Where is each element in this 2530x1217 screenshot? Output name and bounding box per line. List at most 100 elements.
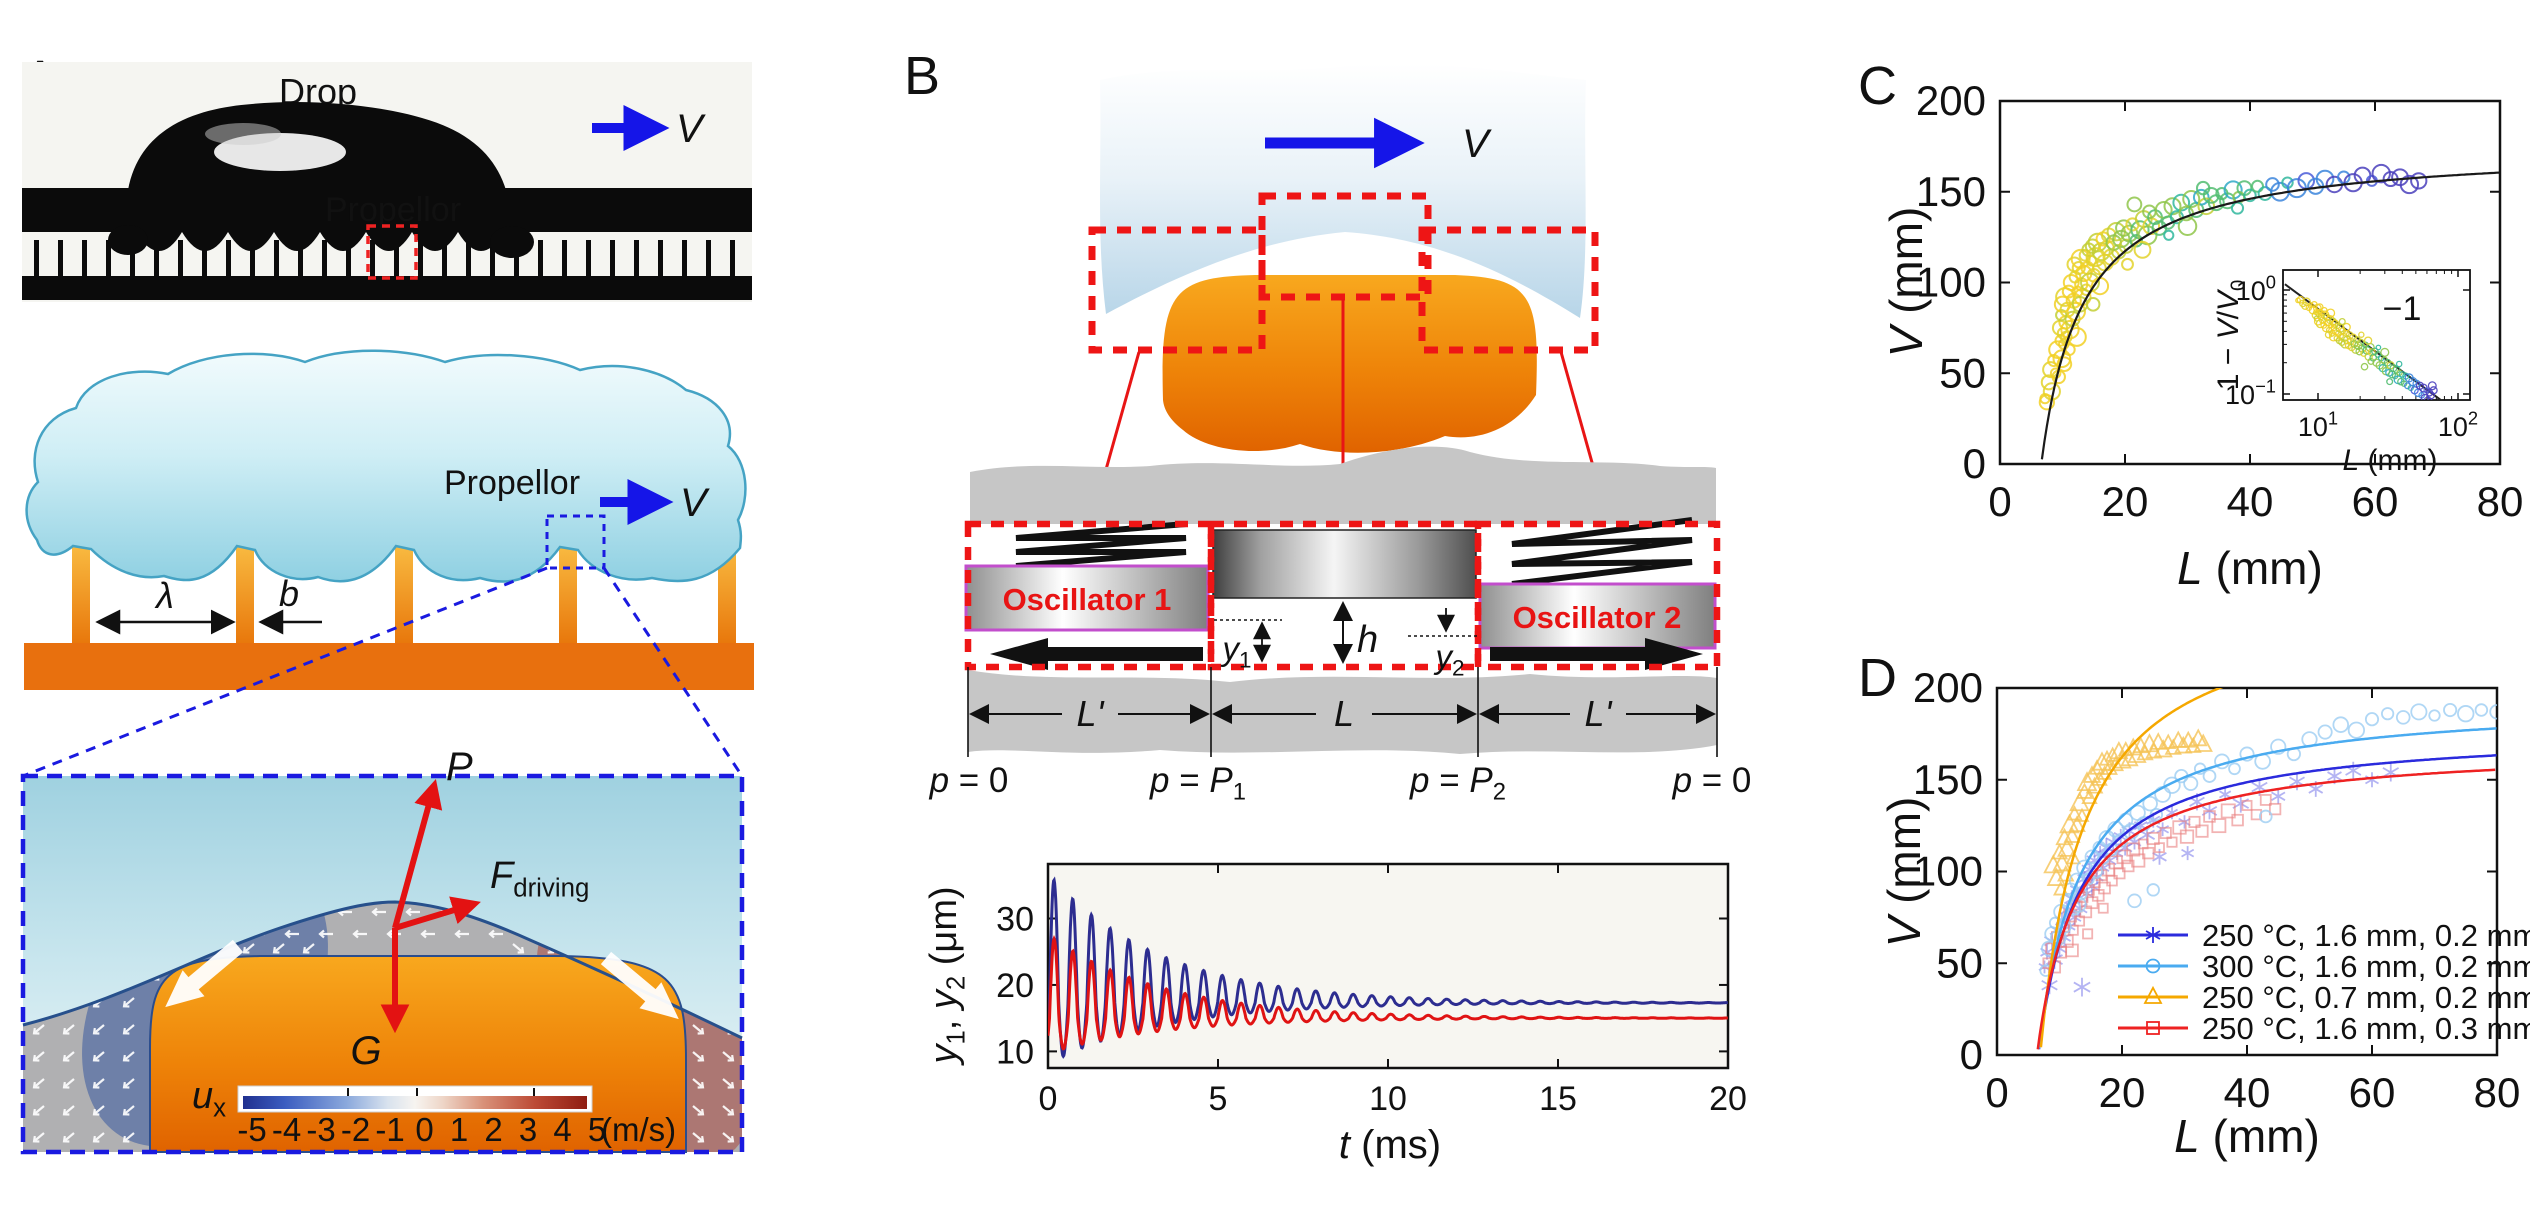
comb-tooth [298, 240, 303, 276]
data-point-triangle [2104, 746, 2121, 762]
data-point [2048, 340, 2067, 359]
velocity-label: V [680, 481, 710, 525]
zoom-connector-right [602, 567, 744, 777]
pressure-label: p = 0 [929, 761, 1009, 800]
flow-arrow-path [488, 929, 503, 939]
pillar [236, 543, 254, 643]
data-point-square [2259, 794, 2272, 806]
comb-tooth [490, 240, 495, 276]
flow-arrow-path [722, 1051, 735, 1062]
comb-tooth [730, 240, 735, 276]
panel-b: B V Oscillator 1 Oscillator 2 h y [904, 46, 1751, 1167]
flow-arrow-icon [318, 929, 333, 939]
data-point [2052, 349, 2072, 369]
flow-arrow-icon [62, 1078, 75, 1089]
flow-arrow-icon [122, 1105, 135, 1116]
inset-data-point [2316, 303, 2324, 311]
inset-data-point [2328, 332, 2339, 342]
flow-arrow-icon [512, 943, 525, 954]
colorbar-tick-label: 1 [450, 1111, 468, 1148]
data-point [2120, 224, 2139, 243]
flow-arrow-icon [122, 1078, 135, 1089]
data-point [2133, 240, 2152, 259]
flow-arrow-path [405, 907, 420, 917]
comb-tooth [586, 240, 591, 276]
comb-tooth [250, 240, 255, 276]
y-tick-label: 30 [996, 900, 1034, 938]
legend-label: 250 °C, 0.7 mm, 0.2 mm [2202, 980, 2530, 1015]
data-point-circle [2163, 776, 2181, 794]
x-tick-label: 20 [2102, 478, 2149, 525]
liquid-band [1100, 63, 1586, 319]
data-point-square [2113, 867, 2126, 880]
L-prime-label-left: L' [1077, 693, 1105, 734]
pressure-boundary-labels: p = 0 p = P1 p = P2 p = 0 [929, 761, 1752, 806]
flow-arrow-path [62, 1051, 75, 1062]
x-axis-label: L (mm) [2177, 542, 2323, 594]
legend-item: 250 °C, 1.6 mm, 0.2 mm [2118, 918, 2530, 953]
flow-arrow-path [692, 1024, 705, 1035]
flow-arrow-icon [722, 1078, 735, 1089]
data-point [2197, 197, 2216, 216]
upper-substrate [970, 446, 1716, 524]
data-point-square [2241, 799, 2253, 811]
pillar [718, 543, 736, 643]
panel-a-schematic: Propellor V λ b [22, 349, 754, 778]
inset-data-point [2358, 331, 2365, 338]
flow-arrow-icon [62, 1105, 75, 1116]
fit-line [2036, 768, 2496, 1050]
data-point [2126, 196, 2143, 213]
flow-arrow-path [92, 1078, 105, 1089]
data-point-triangle [2081, 788, 2098, 805]
flow-arrow-path [722, 1105, 735, 1116]
inset-data-point [2408, 377, 2418, 387]
plot-area [1046, 862, 1730, 1070]
inset-data-point [2363, 336, 2373, 345]
colorbar-unit-label: (m/s) [601, 1111, 676, 1148]
flow-arrow-path [122, 1132, 135, 1143]
zoom-box-oscillator-2 [1474, 520, 1721, 671]
data-point-circle [2395, 710, 2411, 725]
colorbar-tick-label: 3 [519, 1111, 537, 1148]
data-point [2182, 190, 2201, 209]
x-tick-label: 20 [2099, 1069, 2146, 1116]
comb-tooth [130, 240, 135, 276]
data-point-square [2098, 881, 2111, 895]
comb-tooth [706, 240, 711, 276]
oscillator-2-label: Oscillator 2 [1513, 600, 1682, 635]
data-point-circle [2332, 716, 2350, 733]
flow-arrow-icon [62, 1132, 75, 1143]
inset-x-tick-label: 102 [2438, 408, 2478, 442]
flow-arrow-icon [92, 1024, 105, 1035]
pillar [72, 543, 90, 643]
data-point-triangle [2193, 733, 2213, 752]
inset-data-point [2395, 360, 2403, 368]
flow-arrow-path [272, 943, 285, 954]
data-point-square [2220, 803, 2236, 819]
y-tick-label: 0 [1960, 1031, 1983, 1078]
comb-tooth [82, 240, 87, 276]
data-point [2243, 188, 2257, 203]
y2-label: y2 [1434, 638, 1465, 680]
data-point-square [2231, 813, 2244, 827]
legend-item: 300 °C, 1.6 mm, 0.2 mm [2118, 949, 2530, 984]
comb-tooth [538, 240, 543, 276]
flow-arrow-path [302, 943, 315, 954]
data-point-square [2142, 846, 2155, 860]
flow-arrow-path [692, 1132, 705, 1143]
data-point-triangle [2120, 748, 2139, 767]
pressure-force-arrow [392, 779, 443, 929]
propellor-label-photo: Propellor [325, 191, 461, 229]
legend-label: 250 °C, 1.6 mm, 0.3 mm [2202, 1011, 2530, 1046]
oscillator-1-label: Oscillator 1 [1003, 582, 1172, 617]
data-point-square [2106, 874, 2118, 887]
x-tick-label: 60 [2349, 1069, 2396, 1116]
flow-arrow-icon [32, 1024, 45, 1035]
y-tick-label: 150 [1913, 756, 1983, 803]
data-point [2250, 179, 2265, 193]
y-tick-label: 100 [1913, 848, 1983, 895]
comb-tooth [658, 240, 663, 276]
driving-force-arrow [394, 896, 481, 931]
comb-tooth [58, 240, 63, 276]
